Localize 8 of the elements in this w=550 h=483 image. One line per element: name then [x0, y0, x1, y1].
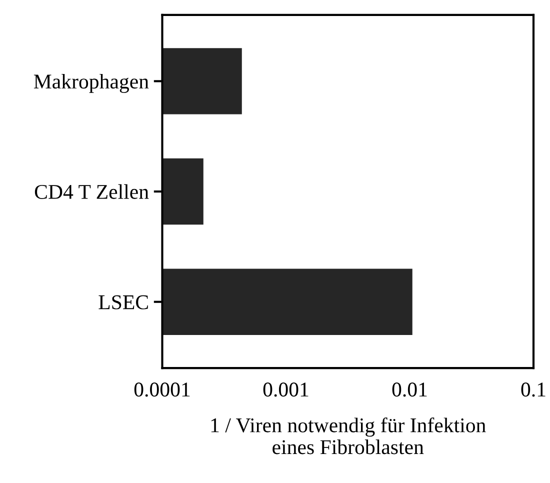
x-axis-title: 1 / Viren notwendig für Infektion eines Fibroblasten — [211, 417, 486, 454]
x-tick-label: 0.001 — [263, 382, 308, 397]
x-tick-label: 0.0001 — [134, 382, 190, 397]
y-tick-label: CD4 T Zellen — [34, 184, 149, 199]
x-tick-label: 0.1 — [521, 382, 546, 397]
x-tick-label: 0.01 — [392, 382, 427, 397]
y-tick-label: LSEC — [98, 295, 148, 310]
y-tick-label: Makrophagen — [34, 74, 149, 93]
